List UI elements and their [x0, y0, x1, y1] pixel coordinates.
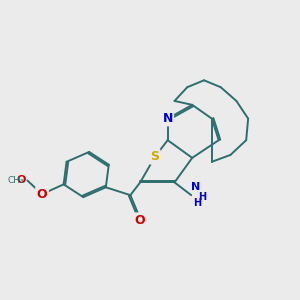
Text: O: O	[135, 214, 146, 227]
Text: N: N	[191, 182, 200, 192]
Text: CH₃: CH₃	[8, 176, 24, 185]
Text: S: S	[150, 150, 159, 164]
Text: O: O	[37, 188, 47, 201]
Text: O: O	[37, 188, 47, 201]
Text: N: N	[163, 112, 173, 125]
Text: O: O	[16, 176, 26, 185]
Text: H: H	[198, 192, 206, 202]
Text: H: H	[193, 197, 201, 208]
